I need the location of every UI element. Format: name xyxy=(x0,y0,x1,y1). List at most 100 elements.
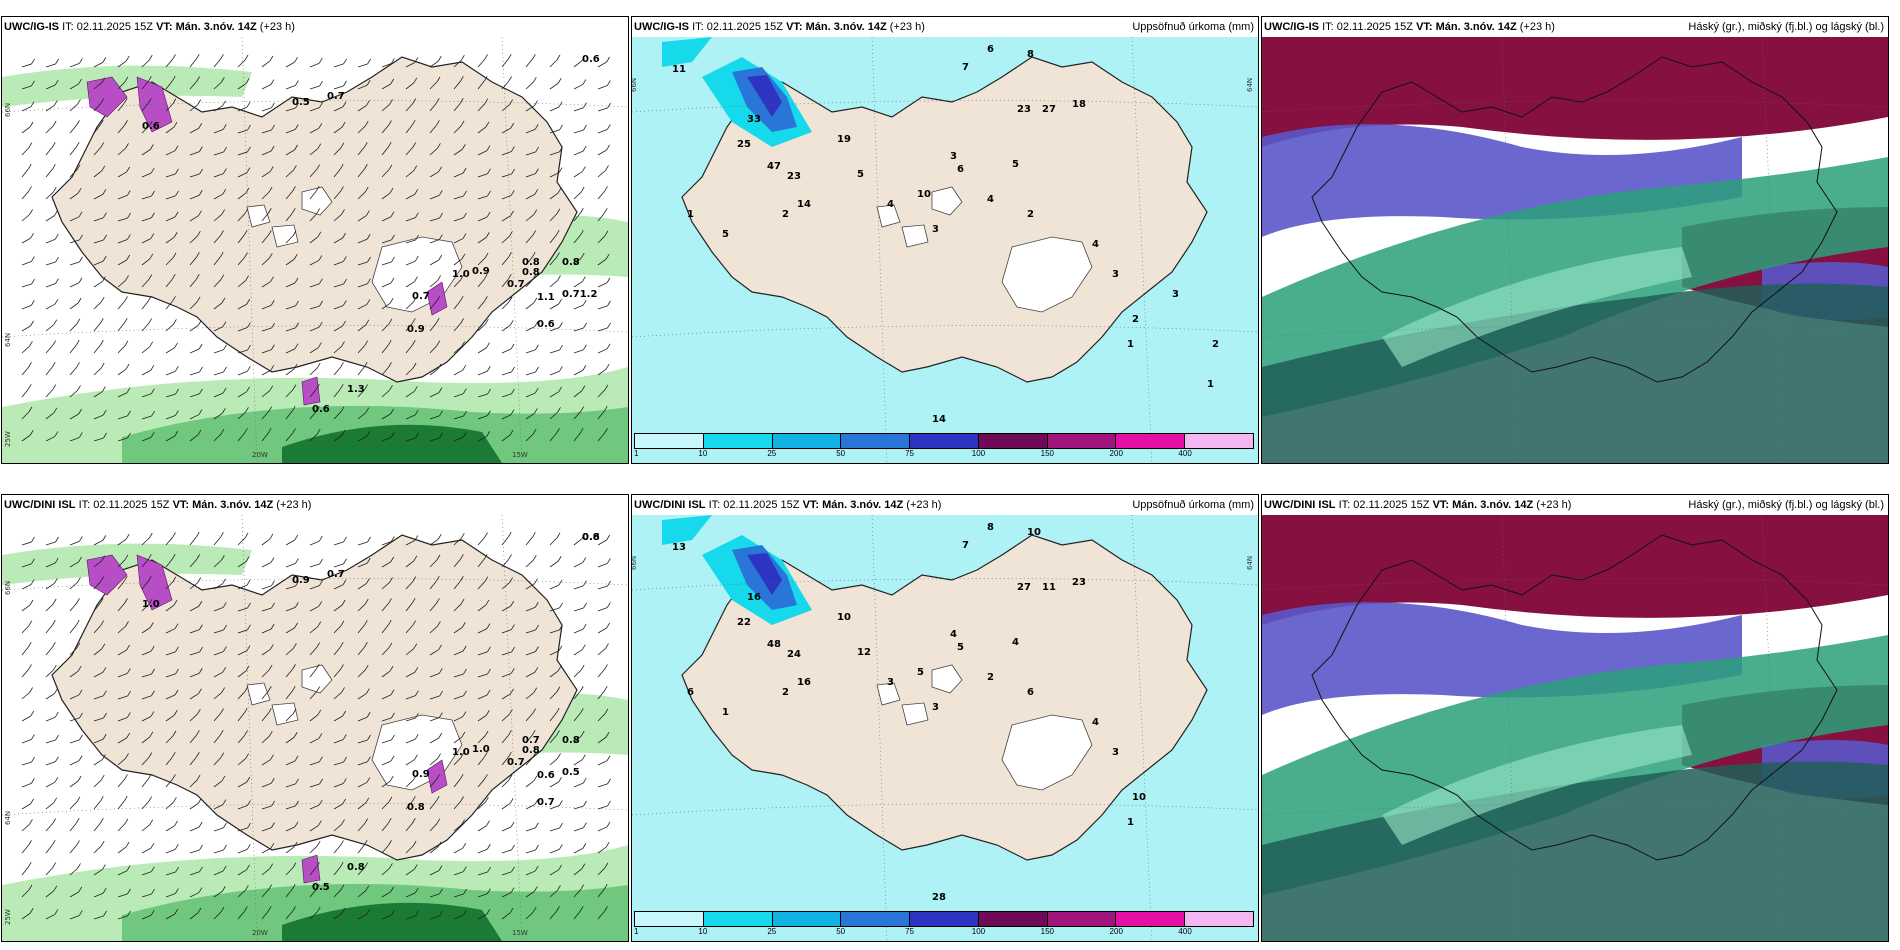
graticule xyxy=(2,515,628,941)
contour-label: 14 xyxy=(797,199,811,210)
colorbar-tick: 150 xyxy=(1040,449,1055,458)
contour-label: 12 xyxy=(857,647,871,658)
heavy-precip xyxy=(662,37,812,147)
contour-label: 1 xyxy=(687,209,694,220)
contour-label: 0.7 xyxy=(537,797,555,808)
colorbar-swatch xyxy=(910,912,979,926)
contour-label: 0.8 xyxy=(562,735,580,746)
header-lead: (+23 h) xyxy=(1536,499,1572,511)
overlap-cloud xyxy=(1262,283,1888,463)
contour-label: 0.5 xyxy=(312,882,330,893)
contour-label: 0.8 xyxy=(347,862,365,873)
contour-label: 6 xyxy=(987,44,994,55)
colorbar-tick: 50 xyxy=(836,449,846,458)
contour-label: 0.8 xyxy=(522,257,540,268)
header-vt-label: VT: xyxy=(1416,21,1433,33)
contour-label: 0.7 xyxy=(507,757,525,768)
grid-label: 15W xyxy=(512,451,528,459)
colorbar-swatch xyxy=(1185,912,1254,926)
colorbar-tick: 25 xyxy=(767,927,777,936)
contour-label: 0.8 xyxy=(407,802,425,813)
panel-precip-dini: UWC/DINI ISL IT: 02.11.2025 15Z VT: Mán.… xyxy=(631,494,1259,942)
header-lead: (+23 h) xyxy=(1519,21,1555,33)
header-lead: (+23 h) xyxy=(276,499,312,511)
contour-label: 16 xyxy=(747,592,761,603)
glacier xyxy=(901,224,929,248)
colorbar-swatch xyxy=(635,434,704,448)
colorbar-tick: 400 xyxy=(1178,927,1192,936)
colorbar-swatch xyxy=(703,434,773,448)
header-vt: Mán. 3.nóv. 14Z xyxy=(1452,499,1534,511)
contour-label: 7 xyxy=(962,540,969,551)
precip-colorbar: 1 10 25 50 75 100 150 200 400 xyxy=(634,433,1254,459)
contour-label: 5 xyxy=(1012,159,1019,170)
contour-label: 11 xyxy=(1042,582,1056,593)
contour-label: 0.9 xyxy=(292,575,310,586)
colorbar-tick: 150 xyxy=(1040,927,1055,936)
header-model: UWC/DINI ISL xyxy=(634,499,706,511)
contour-label: 3 xyxy=(1112,269,1119,280)
contour-label: 3 xyxy=(1172,289,1179,300)
header-model: UWC/DINI ISL xyxy=(1264,499,1336,511)
contour-label: 1 xyxy=(1127,339,1134,350)
panel-cloud-ig: UWC/IG-IS IT: 02.11.2025 15Z VT: Mán. 3.… xyxy=(1261,16,1889,464)
contour-label: 0.6 xyxy=(537,319,555,330)
grid-label: 15W xyxy=(512,929,528,937)
grid-label: 25W xyxy=(4,431,12,447)
header-it-label: IT: xyxy=(692,21,704,33)
contour-label: 5 xyxy=(917,667,924,678)
contour-label: 28 xyxy=(932,892,946,903)
grid-label: 64N xyxy=(4,333,12,347)
graticule xyxy=(632,37,1258,463)
contour-label: 0.8 xyxy=(522,745,540,756)
contour-label: 5 xyxy=(722,229,729,240)
colorbar-swatch xyxy=(703,912,773,926)
contour-label: 19 xyxy=(837,134,851,145)
contour-label: 3 xyxy=(887,677,894,688)
colorbar-swatch xyxy=(635,912,704,926)
glacier xyxy=(246,204,271,228)
run-info: UWC/IG-IS IT: 02.11.2025 15Z VT: Mán. 3.… xyxy=(1264,17,1555,37)
contour-label: 6 xyxy=(957,164,964,175)
contour-label: 3 xyxy=(932,702,939,713)
colorbar-tick: 75 xyxy=(905,927,914,936)
colorbar-tick: 10 xyxy=(698,927,708,936)
colorbar-swatch xyxy=(841,912,911,926)
contour-label: 10 xyxy=(917,189,931,200)
colorbar-tick: 10 xyxy=(698,449,708,458)
header-model: UWC/IG-IS xyxy=(4,21,59,33)
panel-title: Háský (gr.), miðský (fj.bl.) og lágský (… xyxy=(1688,499,1884,511)
contour-label: 2 xyxy=(1027,209,1034,220)
contour-label: 18 xyxy=(1072,99,1086,110)
iceland-coastline xyxy=(1311,56,1838,383)
colorbar-tick: 100 xyxy=(971,449,986,458)
panel-cloud-dini: UWC/DINI ISL IT: 02.11.2025 15Z VT: Mán.… xyxy=(1261,494,1889,942)
contour-label: 0.6 xyxy=(537,770,555,781)
header-model: UWC/IG-IS xyxy=(1264,21,1319,33)
contour-label: 3 xyxy=(950,151,957,162)
header-model: UWC/DINI ISL xyxy=(4,499,76,511)
contour-label: 4 xyxy=(887,199,894,210)
contour-label: 1 xyxy=(1127,817,1134,828)
grid-label: 64N xyxy=(1246,556,1254,570)
panel-title: Uppsöfnuð úrkoma (mm) xyxy=(1132,21,1254,33)
contour-label: 1.0 xyxy=(452,269,470,280)
glacier xyxy=(876,682,901,706)
run-info: UWC/DINI ISL IT: 02.11.2025 15Z VT: Mán.… xyxy=(4,495,311,515)
panel-header: UWC/DINI ISL IT: 02.11.2025 15Z VT: Mán.… xyxy=(2,495,628,515)
header-model: UWC/IG-IS xyxy=(634,21,689,33)
contour-label: 0.6 xyxy=(142,121,160,132)
graticule xyxy=(1262,37,1888,463)
contour-label: 10 xyxy=(1027,527,1041,538)
header-vt: Mán. 3.nóv. 14Z xyxy=(805,21,887,33)
contour-label: 0.9 xyxy=(472,266,490,277)
colorbar-swatch xyxy=(772,912,842,926)
contour-label: 1.0 xyxy=(452,747,470,758)
contour-label: 0.9 xyxy=(407,324,425,335)
contour-label: 0.7 xyxy=(327,91,345,102)
glacier xyxy=(876,204,901,228)
colorbar-tick: 75 xyxy=(905,449,914,458)
header-lead: (+23 h) xyxy=(906,499,942,511)
graticule xyxy=(1262,515,1888,941)
panel-wind-ig: UWC/IG-IS IT: 02.11.2025 15Z VT: Mán. 3.… xyxy=(1,16,629,464)
